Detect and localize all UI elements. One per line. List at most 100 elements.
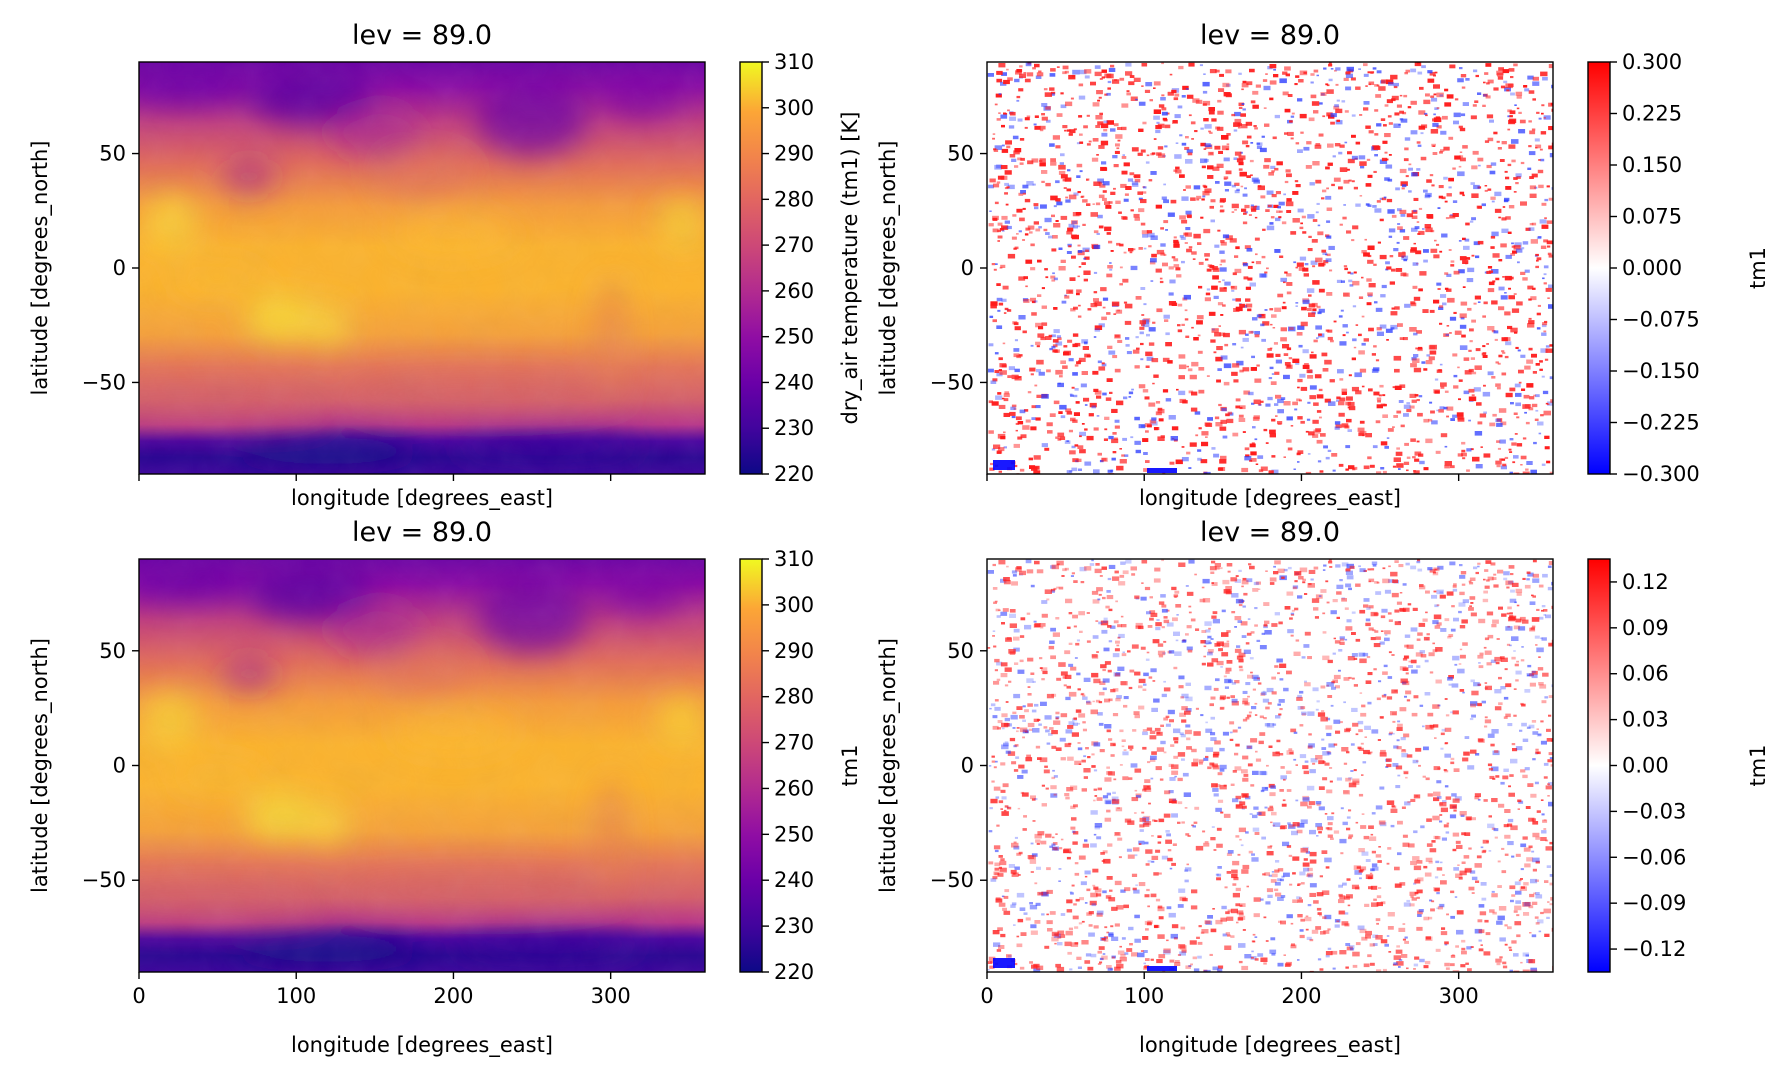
y-tick-label: 50 [947, 142, 974, 166]
colorbar: 220 230 240 250 260 270 280 290 300 310 tm1 [739, 547, 862, 984]
colorbar-label: tm1 [838, 744, 862, 786]
x-tick-label: 200 [1281, 984, 1321, 1008]
colorbar-tick-label: 0.150 [1622, 153, 1682, 177]
colorbar-gradient [740, 62, 762, 474]
colorbar-gradient [740, 559, 762, 972]
colorbar-tick-label: 240 [774, 868, 814, 892]
heatmap-field [987, 559, 1553, 972]
y-tick-label: −50 [930, 868, 974, 892]
y-tick-label: −50 [930, 370, 974, 394]
colorbar-gradient [1588, 559, 1610, 972]
colorbar: 220 230 240 250 260 270 280 290 300 310 dry_air te… [739, 50, 863, 486]
subplot-title: lev = 89.0 [352, 20, 492, 51]
anomaly-spot [993, 460, 1015, 470]
anomaly-noise [987, 559, 1553, 972]
subplot-2: lev = 89.0 50 0 −50 longitude [degrees_east]… [876, 20, 1770, 511]
colorbar-tick-label: 220 [774, 462, 814, 486]
subplot-4: lev = 89.0 50 0 −50 0 100 200 300 longitude [deg… [876, 517, 1770, 1058]
x-tick-label: 200 [433, 984, 473, 1008]
x-axis-label: longitude [degrees_east] [1139, 486, 1401, 511]
colorbar-tick-label: 280 [774, 685, 814, 709]
x-tick-label: 300 [1439, 984, 1479, 1008]
colorbar-tick-label: −0.150 [1622, 359, 1700, 383]
heatmap-field [987, 62, 1553, 474]
colorbar-tick-label: 220 [774, 960, 814, 984]
colorbar-tick-label: 0.06 [1622, 662, 1669, 686]
colorbar-tick-label: 250 [774, 822, 814, 846]
colorbar-tick-label: 0.000 [1622, 256, 1682, 280]
colorbar-tick-label: −0.12 [1622, 937, 1686, 961]
colorbar-tick-label: 0.225 [1622, 102, 1682, 126]
colorbar-tick-label: 0.300 [1622, 50, 1682, 74]
y-tick-label: 50 [99, 639, 126, 663]
y-tick-label: 50 [99, 142, 126, 166]
y-tick-label: 0 [113, 256, 126, 280]
y-axis-label: latitude [degrees_north] [876, 141, 901, 396]
y-axis-label: latitude [degrees_north] [28, 141, 53, 396]
y-tick-label: 50 [947, 639, 974, 663]
y-axis-label: latitude [degrees_north] [28, 638, 53, 893]
colorbar: −0.300 −0.225 −0.150 −0.075 0.000 0.075 0.150 0… [1587, 50, 1770, 486]
colorbar-tick-label: 0.075 [1622, 205, 1682, 229]
colorbar-tick-label: 300 [774, 96, 814, 120]
y-tick-label: 0 [113, 754, 126, 778]
x-axis-label: longitude [degrees_east] [291, 486, 553, 511]
y-axis-label: latitude [degrees_north] [876, 638, 901, 893]
colorbar-tick-label: 270 [774, 731, 814, 755]
x-tick-label: 100 [1124, 984, 1164, 1008]
subplot-title: lev = 89.0 [352, 517, 492, 548]
colorbar-tick-label: 0.09 [1622, 616, 1669, 640]
colorbar-tick-label: 0.03 [1622, 708, 1669, 732]
subplot-title: lev = 89.0 [1200, 517, 1340, 548]
x-tick-label: 100 [276, 984, 316, 1008]
y-tick-label: 0 [961, 256, 974, 280]
colorbar-tick-label: −0.075 [1622, 308, 1700, 332]
colorbar-tick-label: 310 [774, 547, 814, 571]
y-tick-label: −50 [82, 868, 126, 892]
colorbar-tick-label: 290 [774, 142, 814, 166]
temperature-texture [139, 62, 705, 474]
temperature-texture [139, 559, 705, 972]
colorbar-tick-label: −0.03 [1622, 799, 1686, 823]
heatmap-field [139, 62, 705, 474]
colorbar-tick-label: 260 [774, 776, 814, 800]
anomaly-noise [987, 62, 1553, 474]
colorbar-tick-label: −0.06 [1622, 845, 1686, 869]
y-tick-label: −50 [82, 370, 126, 394]
colorbar-tick-label: 260 [774, 279, 814, 303]
colorbar-tick-label: 280 [774, 187, 814, 211]
colorbar: −0.12 −0.09 −0.06 −0.03 0.00 0.03 0.06 0.09 0.12… [1587, 558, 1770, 973]
colorbar-tick-label: 290 [774, 639, 814, 663]
colorbar-tick-label: 230 [774, 416, 814, 440]
subplot-3: lev = 89.0 50 0 −50 0 100 200 300 longitude [deg… [28, 517, 862, 1058]
anomaly-spot [993, 958, 1015, 968]
colorbar-gradient [1588, 62, 1610, 474]
anomaly-spot [1147, 966, 1177, 971]
colorbar-tick-label: 270 [774, 233, 814, 257]
x-axis-label: longitude [degrees_east] [291, 1033, 553, 1058]
colorbar-tick-label: 250 [774, 325, 814, 349]
subplot-title: lev = 89.0 [1200, 20, 1340, 51]
colorbar-frame [739, 61, 763, 475]
colorbar-tick-label: 240 [774, 370, 814, 394]
x-tick-label: 300 [591, 984, 631, 1008]
colorbar-tick-label: 0.00 [1622, 754, 1669, 778]
colorbar-tick-label: −0.09 [1622, 891, 1686, 915]
colorbar-tick-label: 310 [774, 50, 814, 74]
heatmap-field [139, 559, 705, 972]
x-tick-label: 0 [980, 984, 993, 1008]
x-axis-label: longitude [degrees_east] [1139, 1033, 1401, 1058]
colorbar-frame [739, 558, 763, 973]
colorbar-label: tm1 [1746, 247, 1770, 289]
colorbar-label: dry_air temperature (tm1) [K] [838, 112, 863, 425]
colorbar-tick-label: 0.12 [1622, 570, 1669, 594]
colorbar-tick-label: −0.300 [1622, 462, 1700, 486]
anomaly-spot [1147, 468, 1177, 473]
x-tick-label: 0 [132, 984, 145, 1008]
subplot-1: lev = 89.0 50 0 −50 longitude [degrees_east]… [28, 20, 863, 511]
colorbar-tick-label: −0.225 [1622, 411, 1700, 435]
colorbar-tick-label: 230 [774, 914, 814, 938]
y-tick-label: 0 [961, 754, 974, 778]
colorbar-tick-label: 300 [774, 593, 814, 617]
